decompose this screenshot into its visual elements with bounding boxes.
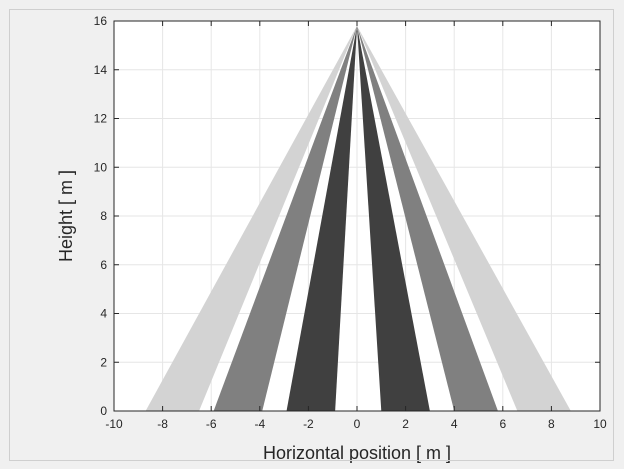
y-tick-label: 10 [94, 160, 108, 174]
y-tick-label: 6 [100, 258, 107, 272]
beam-4 [357, 25, 430, 411]
x-tick-label: 0 [354, 417, 361, 431]
y-tick-label: 2 [100, 355, 107, 369]
x-tick-label: 8 [548, 417, 555, 431]
x-tick-label: -6 [206, 417, 217, 431]
y-tick-label: 4 [100, 307, 107, 321]
x-ticks: -10 -8 -6 -4 -2 0 2 4 6 8 10 [105, 21, 607, 431]
beams [145, 25, 571, 411]
beam-1 [145, 25, 357, 411]
x-tick-label: 10 [593, 417, 607, 431]
x-tick-label: -8 [157, 417, 168, 431]
y-tick-label: 12 [94, 112, 108, 126]
x-tick-label: -4 [254, 417, 265, 431]
beam-3 [286, 25, 357, 411]
y-tick-label: 14 [94, 63, 108, 77]
y-axis-label: Height [ m ] [56, 170, 76, 262]
x-tick-label: 6 [499, 417, 506, 431]
x-tick-label: -2 [303, 417, 314, 431]
beam-5 [357, 25, 498, 411]
y-tick-label: 0 [100, 404, 107, 418]
y-tick-label: 8 [100, 209, 107, 223]
x-tick-label: 2 [402, 417, 409, 431]
y-tick-label: 16 [94, 14, 108, 28]
beam-2 [213, 25, 357, 411]
x-axis-label: Horizontal position [ m ] [263, 443, 451, 463]
y-ticks: 0 2 4 6 8 10 12 14 16 [94, 14, 600, 418]
x-tick-label: -10 [105, 417, 123, 431]
x-tick-label: 4 [451, 417, 458, 431]
beam-6 [357, 25, 571, 411]
